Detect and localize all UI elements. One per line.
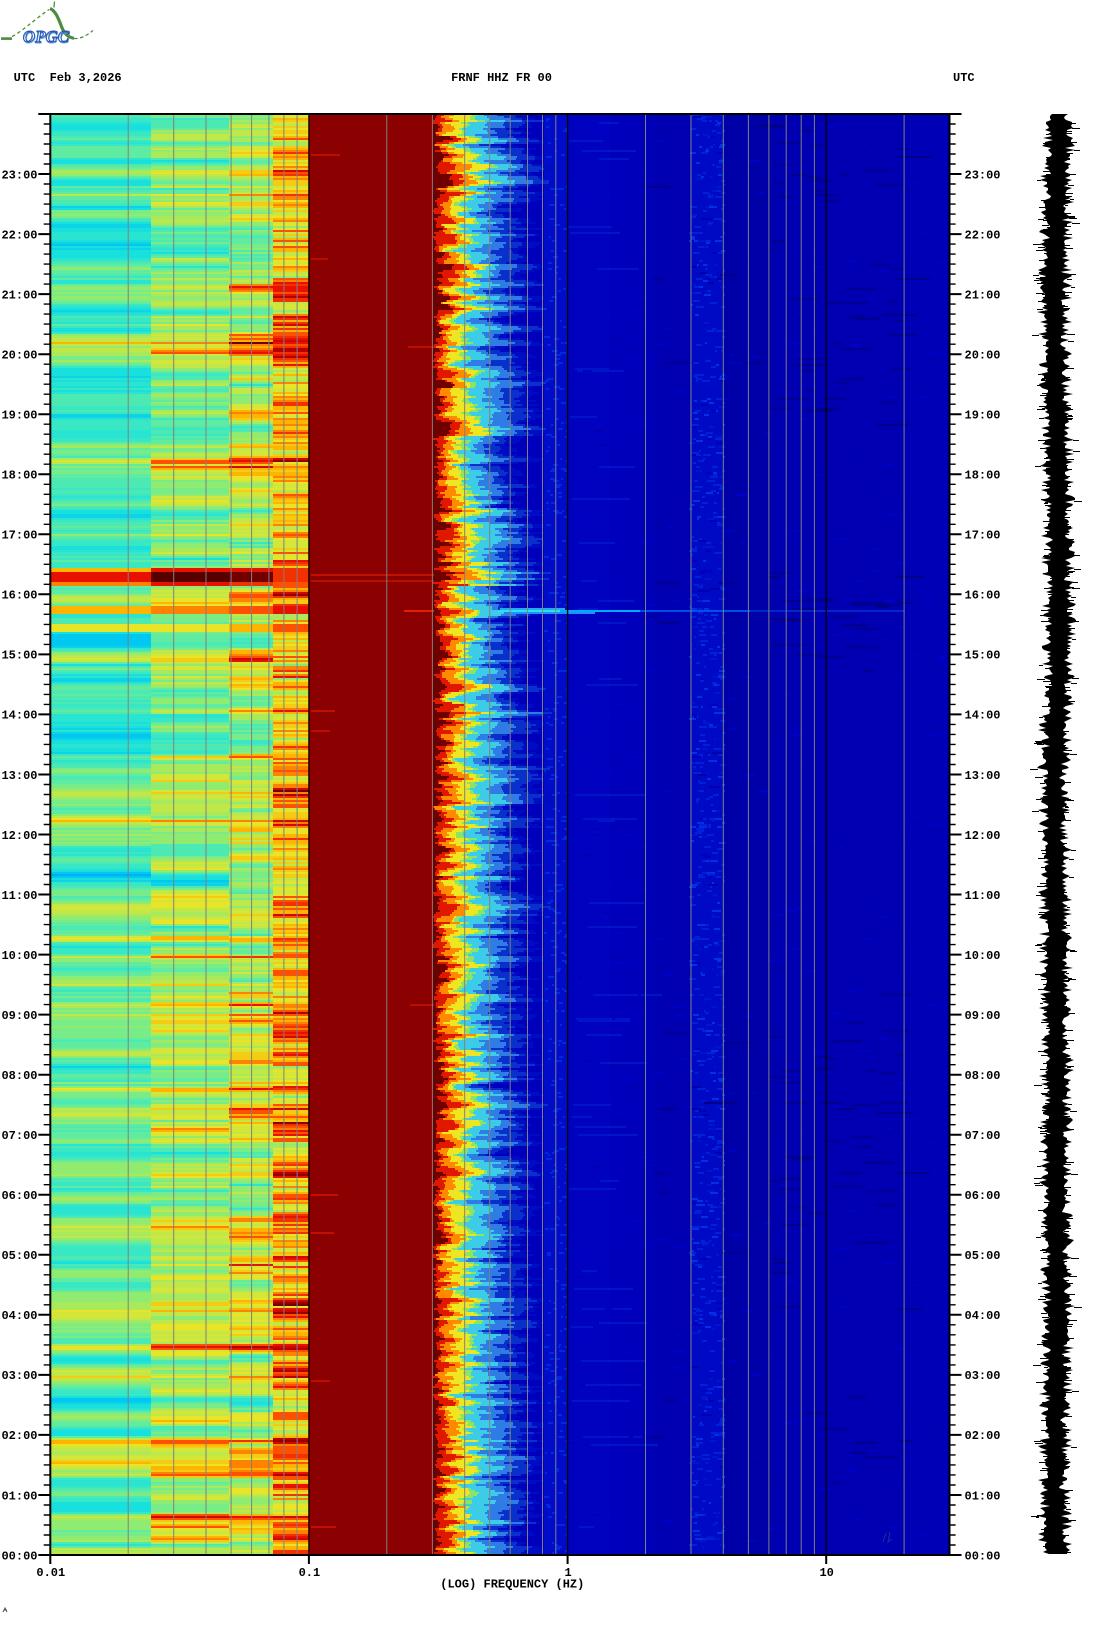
svg-text:UTC Feb 3,2026: UTC Feb 3,2026 [14,71,122,85]
svg-text:12:00: 12:00 [1,829,37,843]
svg-text:1: 1 [564,1566,571,1580]
svg-text:07:00: 07:00 [1,1129,37,1143]
svg-text:16:00: 16:00 [1,589,37,603]
svg-text:09:00: 09:00 [965,1009,1001,1023]
svg-text:03:00: 03:00 [965,1369,1001,1383]
svg-text:15:00: 15:00 [965,649,1001,663]
svg-text:22:00: 22:00 [965,228,1001,242]
svg-text:OPGC: OPGC [23,27,70,46]
svg-text:20:00: 20:00 [965,349,1001,363]
svg-text:21:00: 21:00 [1,288,37,302]
svg-text:06:00: 06:00 [1,1189,37,1203]
svg-text:09:00: 09:00 [1,1009,37,1023]
svg-text:08:00: 08:00 [965,1069,1001,1083]
svg-text:13:00: 13:00 [965,769,1001,783]
svg-text:04:00: 04:00 [1,1309,37,1323]
svg-text:11:00: 11:00 [965,889,1001,903]
svg-text:20:00: 20:00 [1,349,37,363]
svg-text:14:00: 14:00 [1,709,37,723]
svg-text:01:00: 01:00 [1,1489,37,1503]
svg-text:00:00: 00:00 [1,1549,37,1563]
svg-text:22:00: 22:00 [1,228,37,242]
svg-text:16:00: 16:00 [965,589,1001,603]
svg-text:FRNF HHZ FR 00: FRNF HHZ FR 00 [451,71,552,85]
svg-text:13:00: 13:00 [1,769,37,783]
svg-text:21:00: 21:00 [965,288,1001,302]
svg-text:23:00: 23:00 [965,168,1001,182]
svg-text:OPGC: OPGC [23,28,70,47]
svg-text:05:00: 05:00 [1,1249,37,1263]
svg-text:05:00: 05:00 [965,1249,1001,1263]
svg-text:14:00: 14:00 [965,709,1001,723]
svg-text:(LOG) FREQUENCY (HZ): (LOG) FREQUENCY (HZ) [440,1578,584,1592]
svg-text:07:00: 07:00 [965,1129,1001,1143]
svg-text:02:00: 02:00 [1,1429,37,1443]
svg-text:0.1: 0.1 [299,1566,321,1580]
svg-text:04:00: 04:00 [965,1309,1001,1323]
svg-text:19:00: 19:00 [965,409,1001,423]
svg-text:0.01: 0.01 [36,1566,65,1580]
svg-text:06:00: 06:00 [965,1189,1001,1203]
svg-text:UTC: UTC [953,71,975,85]
svg-text:10: 10 [819,1566,833,1580]
svg-text:11:00: 11:00 [1,889,37,903]
svg-text:00:00: 00:00 [965,1549,1001,1563]
svg-text:02:00: 02:00 [965,1429,1001,1443]
svg-text:17:00: 17:00 [965,529,1001,543]
svg-text:19:00: 19:00 [1,409,37,423]
svg-text:03:00: 03:00 [1,1369,37,1383]
svg-text:01:00: 01:00 [965,1489,1001,1503]
svg-text:18:00: 18:00 [1,469,37,483]
svg-text:15:00: 15:00 [1,649,37,663]
svg-text:08:00: 08:00 [1,1069,37,1083]
svg-text:10:00: 10:00 [1,949,37,963]
svg-text:12:00: 12:00 [965,829,1001,843]
svg-text:18:00: 18:00 [965,469,1001,483]
svg-text:23:00: 23:00 [1,168,37,182]
svg-text:10:00: 10:00 [965,949,1001,963]
svg-text:17:00: 17:00 [1,529,37,543]
